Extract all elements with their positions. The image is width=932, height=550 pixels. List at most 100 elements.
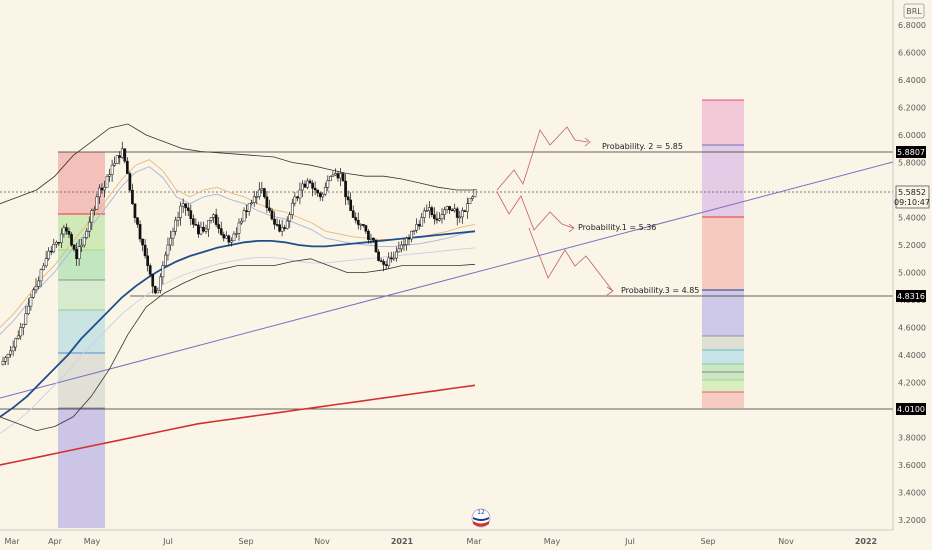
- candle-body: [339, 173, 342, 179]
- candle-body: [44, 258, 48, 267]
- candle-body: [212, 214, 215, 218]
- candle-body: [156, 290, 160, 294]
- currency-button[interactable]: [903, 3, 925, 19]
- candle-body: [174, 219, 177, 232]
- candle-body: [359, 224, 363, 226]
- y-tick-label: 3.8000: [898, 434, 926, 443]
- candle-body: [257, 189, 261, 197]
- plot-area[interactable]: [0, 0, 893, 530]
- trend-line[interactable]: [0, 161, 894, 399]
- annotation-prob2[interactable]: Probability. 2 = 5.85: [602, 142, 683, 151]
- candle-body: [326, 180, 330, 188]
- candle-body: [227, 235, 231, 243]
- candle-body: [232, 233, 236, 242]
- candle-body: [285, 220, 289, 229]
- candle-body: [440, 214, 444, 220]
- candle-body: [402, 244, 406, 246]
- projection-arrow-2: [584, 137, 591, 147]
- candle-body: [118, 155, 122, 158]
- candle-body: [290, 202, 294, 216]
- annotation-prob3[interactable]: Probability.3 = 4.85: [621, 286, 699, 295]
- candle-body: [321, 193, 325, 198]
- tag-current: [895, 185, 930, 209]
- y-tick-label: 6.2000: [898, 104, 926, 113]
- candle-body: [247, 203, 251, 212]
- candle-body: [235, 233, 238, 235]
- x-tick-label: 2021: [391, 537, 414, 546]
- candle-body: [435, 218, 439, 221]
- candle-body: [417, 224, 421, 227]
- candle-body: [6, 353, 10, 358]
- candle-body: [90, 210, 94, 223]
- candle-body: [65, 227, 68, 232]
- indicator-lines: [0, 123, 476, 466]
- y-tick-label: 5.2000: [898, 241, 926, 250]
- candle-body: [39, 269, 43, 282]
- x-tick-label: Sep: [700, 537, 715, 546]
- candle-body: [95, 196, 99, 210]
- candlesticks[interactable]: [1, 141, 477, 366]
- x-tick-label: May: [84, 537, 101, 546]
- candle-body: [67, 231, 71, 235]
- candle-body: [125, 160, 129, 174]
- candle-body: [245, 210, 248, 212]
- candle-body: [85, 231, 89, 238]
- candle-body: [42, 265, 45, 270]
- candle-body: [222, 234, 226, 239]
- y-tick-label: 4.6000: [898, 324, 926, 333]
- candle-body: [29, 297, 33, 307]
- tag-upper: [896, 146, 926, 158]
- candle-body: [9, 350, 12, 355]
- logo-text: 12: [477, 509, 485, 516]
- candle-body: [60, 233, 63, 243]
- ma-mid-line: [0, 230, 476, 418]
- currency-label: BRL: [906, 7, 922, 16]
- candle-body: [430, 207, 434, 215]
- candle-body: [62, 227, 66, 235]
- candle-body: [82, 237, 86, 246]
- candle-body: [70, 234, 73, 246]
- candle-body: [344, 180, 347, 198]
- price-axis[interactable]: BRL 6.8000 6.6000 6.4000 6.2000 6.0000 5.8000…: [892, 0, 932, 550]
- candle-body: [278, 224, 281, 232]
- x-tick-label: Nov: [314, 537, 330, 546]
- candle-body: [392, 257, 396, 260]
- candle-body: [473, 189, 477, 198]
- annotation-prob1[interactable]: Probability.1 = 5.36: [578, 223, 656, 232]
- ma-long-line: [0, 384, 476, 466]
- candle-body: [433, 214, 436, 220]
- candle-body: [108, 174, 111, 177]
- candle-body: [448, 206, 451, 211]
- candle-body: [209, 217, 213, 221]
- candle-body: [445, 206, 449, 210]
- horizontal-levels[interactable]: [0, 151, 893, 410]
- candle-body: [387, 257, 391, 266]
- candle-body: [158, 276, 162, 291]
- candle-body: [296, 196, 299, 199]
- price-tags: 5.8807 5.5852 09:10:47 4.8316 4.0100: [894, 146, 930, 415]
- candle-body: [458, 216, 462, 219]
- time-axis[interactable]: Mar Apr May Jul Sep Nov 2021 Mar May Jul Sep Nov 202…: [0, 529, 893, 550]
- candle-body: [283, 227, 287, 229]
- candle-body: [37, 280, 40, 287]
- bollinger-upper-line: [0, 123, 475, 205]
- candle-body: [128, 173, 132, 191]
- projection-paths[interactable]: [496, 126, 614, 296]
- candle-body: [75, 248, 78, 260]
- candle-body: [52, 243, 56, 253]
- y-tick-label: 3.2000: [898, 516, 926, 525]
- x-tick-label: 2022: [855, 537, 877, 546]
- candle-body: [453, 208, 457, 211]
- candle-body: [412, 229, 416, 232]
- candle-body: [379, 260, 383, 262]
- y-tick-label: 6.6000: [898, 49, 926, 58]
- candle-body: [184, 203, 188, 209]
- candle-body: [374, 239, 378, 253]
- y-tick-label: 6.8000: [898, 21, 926, 30]
- brand-logo-icon[interactable]: 12: [471, 508, 491, 528]
- candle-body: [115, 155, 119, 164]
- fib-projection-right[interactable]: [702, 99, 744, 408]
- fib-retracement-left[interactable]: [58, 152, 105, 528]
